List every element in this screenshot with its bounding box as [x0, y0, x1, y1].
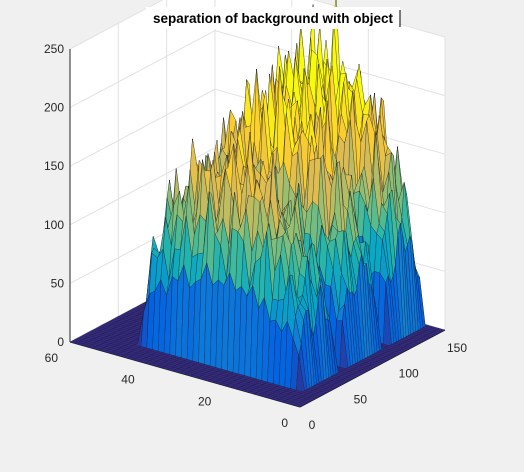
z-tick-label: 250	[44, 42, 64, 56]
y-tick-label: 40	[121, 373, 135, 387]
z-gridline-back	[69, 30, 216, 109]
x-tick-label: 100	[399, 367, 419, 381]
y-tick-label: 20	[198, 394, 212, 408]
z-gridline-back	[69, 88, 216, 167]
x-tick-label: 150	[447, 341, 467, 355]
z-tick-label: 0	[57, 335, 64, 349]
y-tick-label: 60	[45, 351, 59, 365]
z-tick-label: 100	[44, 218, 64, 232]
axis-ticks: 0 50 100 150 0 20 40 60 0 50 100 150 200 250	[44, 42, 467, 432]
chart-title: separation of background with object	[153, 11, 394, 26]
surface-mesh	[69, 0, 446, 408]
z-tick-label: 200	[44, 101, 64, 115]
y-tick-label: 0	[281, 416, 288, 430]
x-tick-label: 0	[309, 418, 316, 432]
surface-patch	[293, 403, 303, 408]
z-gridline-side	[312, 0, 446, 38]
title-box	[146, 7, 400, 29]
z-tick-label: 50	[51, 276, 65, 290]
z-tick-label: 150	[44, 159, 64, 173]
x-tick-label: 50	[354, 392, 368, 406]
z-gridline-back	[69, 0, 164, 50]
z-gridline-side	[214, 30, 446, 97]
